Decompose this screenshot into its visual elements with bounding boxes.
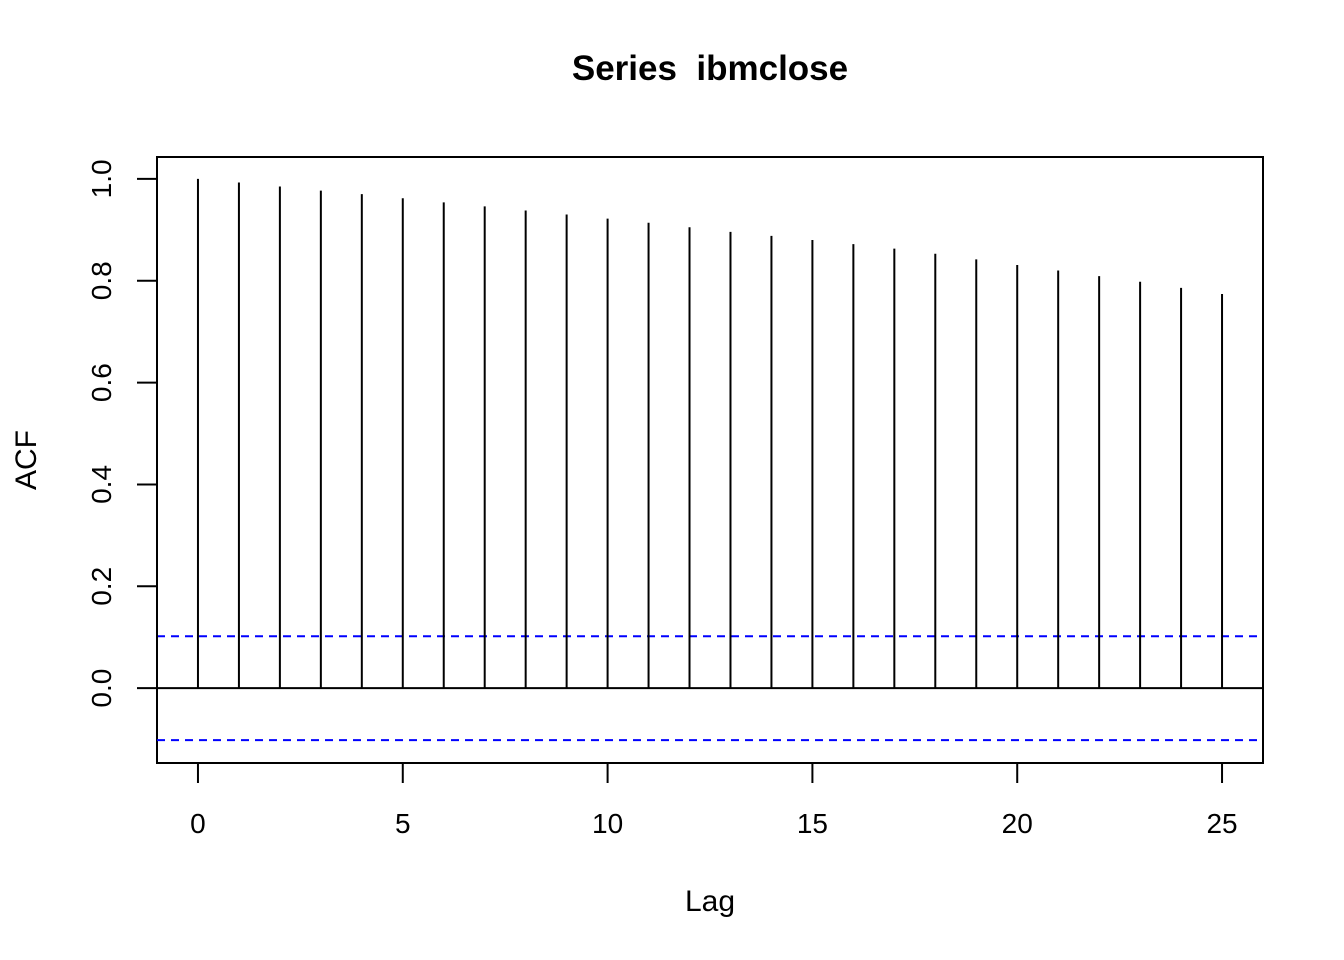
y-axis-label: ACF	[10, 430, 43, 490]
y-tick-label-1.0: 1.0	[86, 159, 117, 198]
x-tick-label-15: 15	[797, 808, 828, 839]
y-tick-label-0.8: 0.8	[86, 261, 117, 300]
x-axis-label: Lag	[685, 885, 735, 918]
x-tick-label-25: 25	[1206, 808, 1237, 839]
x-tick-label-10: 10	[592, 808, 623, 839]
x-tick-label-0: 0	[190, 808, 206, 839]
plot-frame	[156, 156, 1264, 764]
y-tick-label-0.0: 0.0	[86, 669, 117, 708]
y-tick-label-0.6: 0.6	[86, 363, 117, 402]
x-tick-label-20: 20	[1002, 808, 1033, 839]
x-tick-label-5: 5	[395, 808, 411, 839]
y-tick-label-0.4: 0.4	[86, 465, 117, 504]
chart-title: Series ibmclose	[572, 49, 848, 88]
y-axis: 0.0 0.2 0.4 0.6 0.8 1.0	[86, 159, 158, 708]
y-tick-label-0.2: 0.2	[86, 567, 117, 606]
x-axis: 0 5 10 15 20 25	[190, 762, 1238, 839]
plot-marks	[157, 178, 1263, 742]
